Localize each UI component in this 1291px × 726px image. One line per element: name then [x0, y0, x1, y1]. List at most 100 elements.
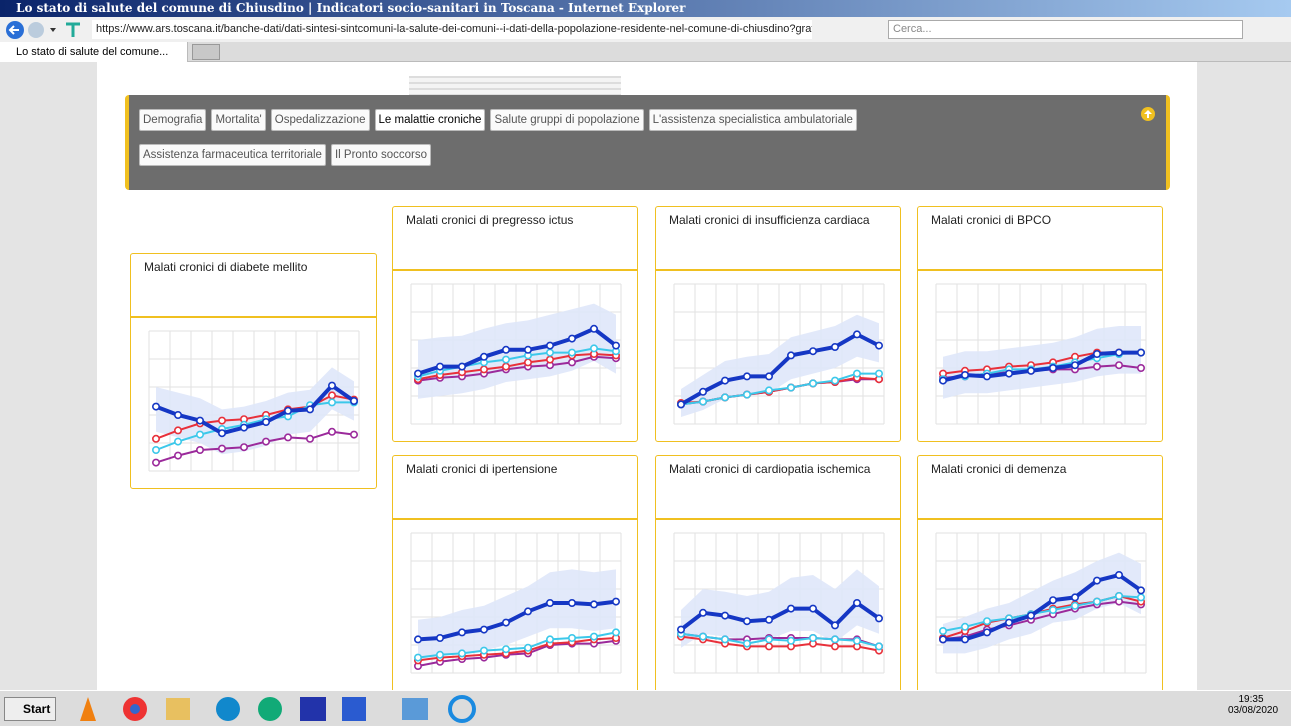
- nav-button[interactable]: Il Pronto soccorso: [330, 144, 432, 166]
- series-line: [417, 347, 617, 378]
- card-title: Malati cronici di BPCO: [918, 207, 1162, 271]
- mini-chart: [148, 330, 360, 472]
- data-point: [590, 344, 599, 353]
- mini-chart: [410, 532, 622, 674]
- data-point: [173, 437, 182, 446]
- data-point: [676, 400, 685, 409]
- data-point: [262, 418, 271, 427]
- address-bar: https://www.ars.toscana.it/banche-dati/d…: [0, 17, 1291, 42]
- card-title: Malati cronici di demenza: [918, 456, 1162, 520]
- chart-card: Malati cronici di insufficienza cardiaca: [655, 206, 901, 442]
- date: 03/08/2020: [1228, 705, 1279, 716]
- start-button[interactable]: Start: [4, 697, 56, 721]
- data-point: [413, 653, 422, 662]
- nav-arrows[interactable]: [4, 19, 90, 41]
- data-point: [831, 343, 840, 352]
- data-point: [875, 642, 884, 651]
- data-point: [1093, 597, 1102, 606]
- data-point: [546, 341, 555, 350]
- series-line: [942, 594, 1142, 632]
- data-point: [546, 348, 555, 357]
- range-band: [681, 569, 879, 648]
- data-point: [590, 632, 599, 641]
- data-point: [1027, 611, 1036, 620]
- data-point: [875, 341, 884, 350]
- series-line: [417, 355, 617, 382]
- new-tab[interactable]: [192, 44, 220, 60]
- chart-card: Malati cronici di BPCO: [917, 206, 1163, 442]
- data-point: [435, 634, 444, 643]
- series-line: [417, 637, 617, 662]
- data-point: [284, 406, 293, 415]
- data-point: [960, 622, 969, 631]
- card-title: Malati cronici di pregresso ictus: [393, 207, 637, 271]
- data-point: [306, 405, 315, 414]
- nav-button[interactable]: Ospedalizzazione: [270, 109, 370, 131]
- nav-button[interactable]: L'assistenza specialistica ambulatoriale: [648, 109, 857, 131]
- scroll-top[interactable]: [1140, 106, 1156, 122]
- data-point: [568, 334, 577, 343]
- data-point: [960, 371, 969, 380]
- data-point: [787, 636, 796, 645]
- nav-button[interactable]: Salute gruppi di popolazione: [490, 109, 644, 131]
- data-point: [502, 362, 511, 371]
- data-point: [350, 397, 359, 406]
- data-point: [983, 372, 992, 381]
- series-line: [943, 572, 1143, 642]
- series-line: [680, 635, 880, 652]
- data-point: [721, 376, 730, 385]
- data-point: [151, 458, 160, 467]
- data-point: [853, 636, 862, 645]
- taskbar-icons[interactable]: [70, 693, 490, 725]
- tab[interactable]: Lo stato di salute del comune...: [0, 42, 188, 62]
- data-point: [1115, 348, 1124, 357]
- nav-buttons: Demografia Mortalita' Ospedalizzazione Le m…: [139, 109, 1044, 166]
- data-point: [1115, 592, 1124, 601]
- data-point: [831, 621, 840, 630]
- data-point: [458, 362, 467, 371]
- data-point: [480, 352, 489, 361]
- data-point: [765, 615, 774, 624]
- card-title: Malati cronici di insufficienza cardiaca: [656, 207, 900, 271]
- data-point: [612, 341, 621, 350]
- nav-button[interactable]: Assistenza farmaceutica territoriale: [139, 144, 326, 166]
- data-point: [590, 324, 599, 333]
- series-line: [679, 600, 881, 632]
- data-point: [328, 381, 337, 390]
- data-point: [1071, 361, 1080, 370]
- nav-button[interactable]: Mortalita': [211, 109, 266, 131]
- data-point: [151, 402, 160, 411]
- data-point: [787, 383, 796, 392]
- data-point: [1049, 606, 1058, 615]
- data-point: [284, 433, 293, 442]
- data-point: [151, 434, 160, 443]
- data-point: [524, 607, 533, 616]
- nav-button[interactable]: Demografia: [139, 109, 207, 131]
- time: 19:35: [1238, 694, 1264, 705]
- data-point: [568, 634, 577, 643]
- chart-card: Malati cronici di cardiopatia ischemica: [655, 455, 901, 690]
- window-title: Lo stato di salute del comune di Chiusdi…: [0, 0, 1291, 17]
- data-point: [743, 372, 752, 381]
- series-line: [155, 401, 354, 451]
- url-field[interactable]: https://www.ars.toscana.it/banche-dati/d…: [92, 20, 812, 39]
- card-title: Malati cronici di ipertensione: [393, 456, 637, 520]
- data-point: [721, 393, 730, 402]
- data-point: [853, 330, 862, 339]
- nav-button[interactable]: Le malattie croniche: [374, 109, 486, 131]
- data-point: [612, 597, 621, 606]
- search-field[interactable]: Cerca...: [888, 20, 1243, 39]
- data-point: [1115, 570, 1124, 579]
- page: Demografia Mortalita' Ospedalizzazione Le m…: [97, 62, 1197, 690]
- data-point: [480, 365, 489, 374]
- data-point: [435, 362, 444, 371]
- data-point: [809, 347, 818, 356]
- data-point: [568, 599, 577, 608]
- data-point: [698, 632, 707, 641]
- data-point: [218, 416, 227, 425]
- data-point: [809, 379, 818, 388]
- series-line: [417, 352, 617, 381]
- series-line: [942, 350, 1141, 383]
- data-point: [938, 376, 947, 385]
